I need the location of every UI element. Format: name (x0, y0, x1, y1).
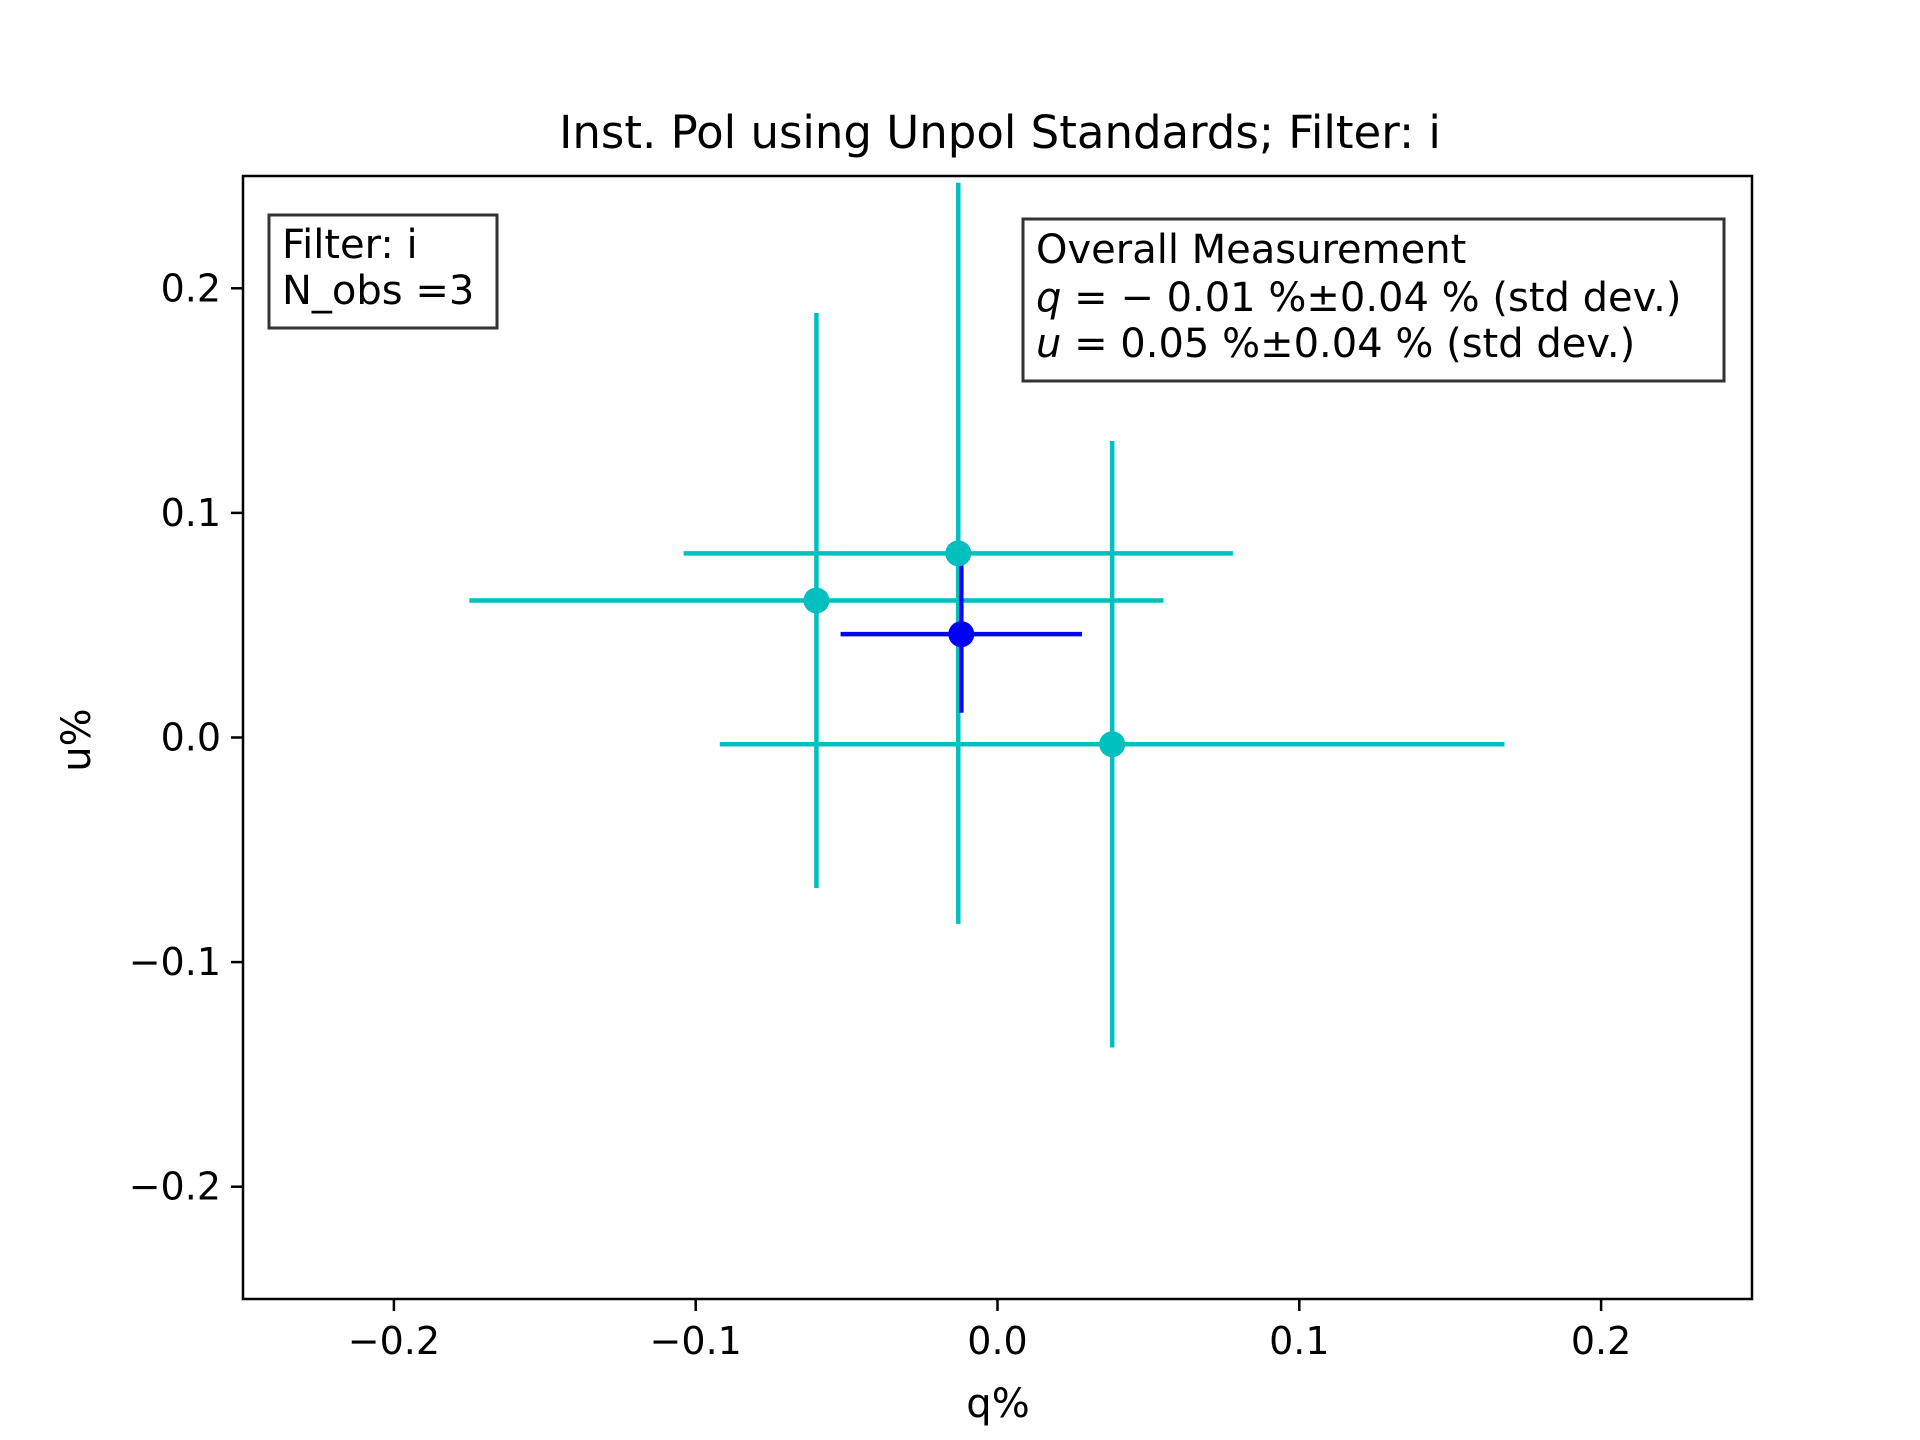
data-point (1099, 731, 1126, 758)
overall-measurement-box: Overall Measurement q = − 0.01 %±0.04 % … (1021, 217, 1726, 383)
x-tick-label: −0.1 (650, 1319, 742, 1363)
data-point (803, 587, 830, 614)
chart-title: Inst. Pol using Unpol Standards; Filter:… (559, 106, 1441, 159)
x-tick-label: −0.2 (348, 1319, 440, 1363)
y-axis-label: u% (54, 708, 100, 771)
filter-box-line1: Filter: i (282, 222, 418, 268)
overall-box-q-line: q = − 0.01 %±0.04 % (std dev.) (1036, 275, 1682, 321)
x-axis-ticks: −0.2 −0.1 0.0 0.1 0.2 (348, 1299, 1631, 1363)
overall-box-heading: Overall Measurement (1036, 227, 1466, 273)
plot-area (469, 182, 1505, 1048)
x-tick-label: 0.0 (967, 1319, 1027, 1363)
q-value: = − 0.01 %±0.04 % (std dev.) (1061, 275, 1681, 321)
y-axis-ticks: −0.2 −0.1 0.0 0.1 0.2 (129, 266, 243, 1209)
filter-box-frame (267, 213, 499, 330)
x-axis-label: q% (966, 1381, 1029, 1427)
y-tick-label: 0.0 (161, 716, 221, 760)
x-tick-label: 0.1 (1269, 1319, 1329, 1363)
y-tick-label: 0.1 (161, 491, 221, 535)
overall-box-frame (1021, 217, 1726, 383)
y-tick-label: −0.1 (129, 940, 221, 984)
u-variable: u (1036, 321, 1061, 367)
data-point (948, 621, 975, 648)
overall-box-u-line: u = 0.05 %±0.04 % (std dev.) (1036, 321, 1635, 367)
q-variable: q (1036, 275, 1061, 321)
y-tick-label: 0.2 (161, 266, 221, 310)
y-tick-label: −0.2 (129, 1165, 221, 1209)
filter-box-line2: N_obs =3 (282, 268, 474, 314)
data-point (945, 540, 972, 567)
filter-info-box: Filter: i N_obs =3 (267, 213, 499, 330)
x-tick-label: 0.2 (1571, 1319, 1631, 1363)
u-value: = 0.05 %±0.04 % (std dev.) (1061, 321, 1635, 367)
